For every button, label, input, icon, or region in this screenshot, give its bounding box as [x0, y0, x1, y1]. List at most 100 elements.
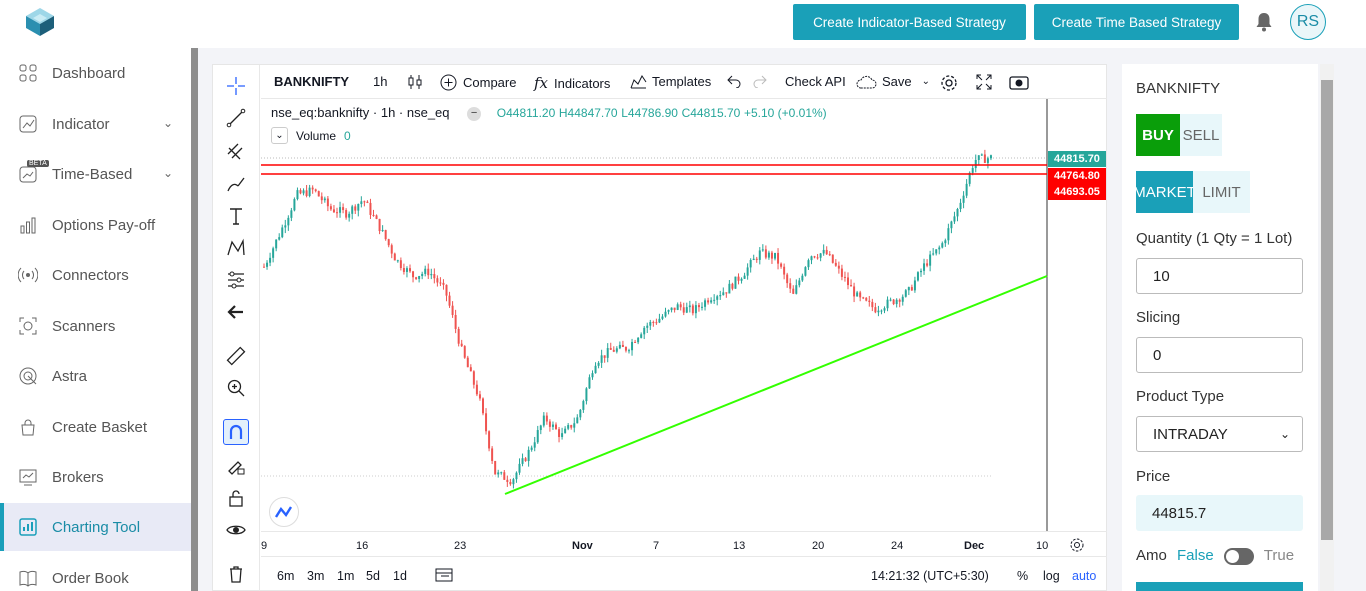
candle-body [521, 458, 524, 464]
text-tool-icon[interactable] [223, 203, 249, 229]
candle-body [378, 218, 381, 232]
axis-settings-gear-icon[interactable] [1069, 537, 1085, 558]
candle-body [932, 253, 935, 255]
trendline[interactable] [504, 275, 1048, 495]
fullscreen-icon[interactable] [976, 74, 992, 90]
limit-button[interactable]: LIMIT [1193, 171, 1250, 213]
page-scrollbar-thumb[interactable] [1321, 80, 1333, 540]
candle-body [579, 409, 582, 418]
sidebar-item-charting-tool[interactable]: Charting Tool [0, 503, 191, 551]
sidebar-item-order-book[interactable]: Order Book [0, 554, 191, 591]
unlock-icon[interactable] [223, 485, 249, 511]
undo-icon[interactable] [727, 74, 741, 88]
sidebar-item-label: Astra [52, 367, 88, 385]
product-type-select[interactable]: INTRADAY ⌄ [1136, 416, 1303, 452]
candle-body [965, 183, 968, 196]
candle-body [968, 172, 971, 184]
screenshot-camera-icon[interactable] [1009, 74, 1029, 90]
check-api-button[interactable]: Check API [785, 74, 846, 89]
magnet-icon[interactable] [223, 419, 249, 445]
slicing-input[interactable]: 0 [1136, 337, 1303, 373]
create-time-strategy-button[interactable]: Create Time Based Strategy [1034, 4, 1239, 40]
lock-drawing-icon[interactable] [223, 453, 249, 479]
candle-body [923, 263, 926, 271]
app-logo[interactable] [24, 6, 56, 38]
indicators-button[interactable]: fx Indicators [534, 74, 610, 92]
templates-button[interactable]: Templates [630, 74, 711, 89]
price-input[interactable]: 44815.7 [1136, 495, 1303, 531]
eye-icon[interactable] [223, 517, 249, 543]
redo-icon[interactable] [753, 74, 767, 88]
tradingview-logo-icon[interactable] [269, 497, 299, 527]
sidebar-item-connectors[interactable]: Connectors [0, 251, 191, 299]
range-1m[interactable]: 1m [337, 569, 355, 583]
volume-toggle-icon[interactable]: ⌄ [271, 127, 288, 144]
zoom-in-icon[interactable] [223, 375, 249, 401]
prediction-tool-icon[interactable] [223, 267, 249, 293]
compare-button[interactable]: Compare [440, 74, 516, 91]
candle-body [284, 225, 287, 228]
sidebar-item-brokers[interactable]: Brokers [0, 453, 191, 501]
interval-selector[interactable]: 1h [373, 74, 388, 89]
sidebar-item-create-basket[interactable]: Create Basket [0, 403, 191, 451]
range-1d[interactable]: 1d [393, 569, 407, 583]
user-avatar[interactable]: RS [1290, 4, 1326, 40]
candle-body [573, 423, 576, 428]
sidebar-item-time-based[interactable]: BETA Time-Based ⌄ [0, 150, 191, 198]
settings-gear-icon[interactable] [940, 74, 958, 92]
candle-body [582, 401, 585, 410]
market-button[interactable]: MARKET [1136, 171, 1193, 213]
brush-tool-icon[interactable] [223, 171, 249, 197]
candle-type-icon[interactable] [407, 74, 423, 90]
clock-time[interactable]: 14:21:32 (UTC+5:30) [871, 569, 989, 583]
sidebar-item-astra[interactable]: Astra [0, 352, 191, 400]
fib-tool-icon[interactable] [223, 139, 249, 165]
amo-toggle[interactable] [1223, 547, 1254, 565]
buy-button[interactable]: BUY [1136, 114, 1180, 156]
sidebar-item-scanners[interactable]: Scanners [0, 302, 191, 350]
candle-body [795, 285, 798, 294]
place-order-button[interactable] [1136, 582, 1303, 591]
chevron-down-icon[interactable]: ⌄ [162, 116, 173, 130]
create-indicator-strategy-button[interactable]: Create Indicator-Based Strategy [793, 4, 1026, 40]
percent-scale-toggle[interactable]: % [1017, 569, 1029, 583]
quantity-input[interactable]: 10 [1136, 258, 1303, 294]
sidebar-scrollbar[interactable] [191, 48, 198, 591]
trendline-tool-icon[interactable] [223, 105, 249, 131]
candle-body [472, 371, 475, 385]
time-axis[interactable]: 9 16 23 Nov 7 13 20 24 Dec 10 [261, 531, 1107, 555]
candle-body [822, 249, 825, 254]
page-scrollbar[interactable] [1320, 64, 1334, 591]
candle-body [290, 210, 293, 218]
trash-icon[interactable] [223, 561, 249, 587]
candle-body [469, 367, 472, 372]
candle-body [834, 262, 837, 266]
goto-date-icon[interactable] [435, 567, 453, 586]
crosshair-icon[interactable] [223, 73, 249, 99]
candle-body [631, 341, 634, 351]
auto-scale-toggle[interactable]: auto [1072, 569, 1097, 583]
sidebar-item-label: Connectors [52, 266, 129, 284]
candle-body [488, 431, 491, 449]
sidebar-item-options-pay-off[interactable]: Options Pay-off [0, 201, 191, 249]
sell-button[interactable]: SELL [1180, 114, 1222, 156]
chevron-down-icon[interactable]: ⌄ [162, 166, 173, 180]
log-scale-toggle[interactable]: log [1043, 569, 1060, 583]
bell-icon[interactable] [1255, 12, 1273, 32]
sidebar-item-indicator[interactable]: Indicator ⌄ [0, 100, 191, 148]
legend-collapse-icon[interactable]: − [467, 106, 482, 121]
candle-body [628, 350, 630, 352]
legend-symbol: nse_eq:banknifty · 1h · nse_eq [271, 105, 450, 120]
save-button[interactable]: Save ⌄ [856, 74, 930, 89]
range-6m[interactable]: 6m [277, 569, 295, 583]
pattern-tool-icon[interactable] [223, 235, 249, 261]
range-3m[interactable]: 3m [307, 569, 325, 583]
range-5d[interactable]: 5d [366, 569, 380, 583]
price-chart[interactable] [261, 99, 1107, 539]
ruler-icon[interactable] [223, 343, 249, 369]
candle-body [594, 365, 597, 374]
sidebar-item-dashboard[interactable]: Dashboard [0, 49, 191, 97]
symbol-search[interactable]: BANKNIFTY [274, 74, 350, 89]
chart-top-toolbar: BANKNIFTY 1h Compare fx Indicators Templ… [261, 65, 1107, 99]
arrow-left-icon[interactable] [223, 299, 249, 325]
